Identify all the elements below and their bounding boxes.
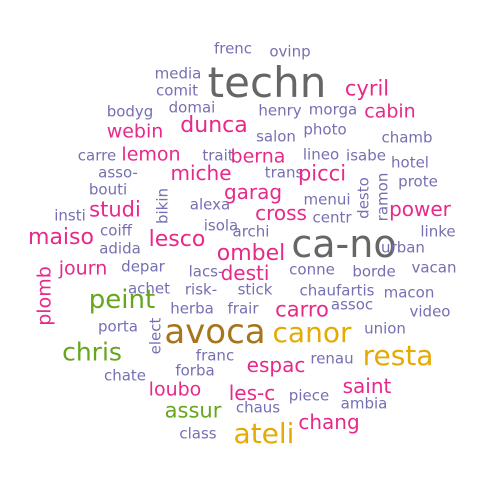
word-plomb: plomb	[33, 266, 56, 326]
word-lineo: lineo	[302, 145, 340, 164]
word-frenc: frenc	[213, 39, 253, 58]
word-bikin: bikin	[153, 187, 172, 225]
word-conne: conne	[289, 260, 335, 279]
word-ovinp: ovinp	[269, 42, 311, 61]
word-stick: stick	[237, 280, 273, 299]
word-salon: salon	[256, 127, 296, 146]
word-video: video	[409, 302, 451, 321]
word-elect: elect	[146, 317, 165, 355]
word-piece: piece	[288, 386, 330, 405]
word-asso: asso-	[98, 163, 138, 182]
word-prote: prote	[398, 172, 438, 191]
word-lesco: lesco	[148, 227, 206, 252]
word-class: class	[179, 424, 217, 443]
word-assoc: assoc	[330, 295, 374, 314]
word-chaufartis: chaufartis	[299, 281, 375, 300]
word-espac: espac	[246, 353, 306, 377]
word-techn: techn	[207, 58, 327, 107]
word-ca-no: ca-no	[291, 222, 397, 266]
word-chang: chang	[298, 410, 360, 434]
word-urban: urban	[381, 238, 425, 257]
word-ambia: ambia	[340, 394, 388, 413]
word-desti: desti	[220, 261, 270, 285]
word-power: power	[389, 197, 451, 221]
word-chamb: chamb	[381, 128, 433, 147]
word-forba: forba	[175, 361, 215, 380]
word-ombel: ombel	[216, 241, 286, 266]
word-henry: henry	[258, 101, 302, 120]
word-domai: domai	[168, 98, 216, 117]
word-union: union	[364, 319, 406, 338]
word-les-c: les-c	[228, 381, 276, 405]
word-herba: herba	[170, 299, 214, 318]
word-ateli: ateli	[233, 417, 295, 450]
word-morga: morga	[308, 100, 358, 119]
word-menui: menui	[303, 190, 351, 209]
word-centr: centr	[312, 208, 352, 227]
word-canor: canor	[272, 316, 352, 349]
word-photo: photo	[303, 120, 347, 139]
word-frair: frair	[227, 299, 259, 318]
word-berna: berna	[230, 145, 286, 168]
word-comit: comit	[155, 81, 199, 100]
word-macon: macon	[383, 283, 435, 302]
word-franc: franc	[195, 346, 235, 365]
word-trans: trans	[264, 163, 304, 182]
word-trait: trait	[202, 146, 234, 165]
word-isabe: isabe	[346, 146, 386, 165]
word-loubo: loubo	[148, 378, 202, 401]
word-resta: resta	[362, 339, 434, 372]
word-linke: linke	[420, 222, 456, 241]
word-porta: porta	[98, 317, 138, 336]
word-studi: studi	[89, 197, 141, 222]
word-carre: carre	[77, 146, 117, 165]
word-alexa: alexa	[189, 195, 231, 214]
word-webin: webin	[106, 120, 164, 143]
word-isola: isola	[203, 216, 239, 235]
word-cross: cross	[255, 201, 307, 225]
word-borde: borde	[352, 262, 396, 281]
word-lacs: lacs-	[188, 262, 224, 281]
word-assur: assur	[164, 398, 222, 423]
word-saint: saint	[342, 374, 392, 398]
word-carro: carro	[275, 297, 329, 322]
word-peint: peint	[88, 285, 156, 315]
word-depar: depar	[121, 257, 165, 276]
word-achet: achet	[127, 279, 171, 298]
word-vacan: vacan	[411, 258, 457, 277]
word-risk: risk-	[184, 280, 218, 299]
word-miche: miche	[170, 161, 232, 185]
word-hotel: hotel	[391, 153, 429, 172]
word-dunca: dunca	[180, 113, 248, 138]
word-adida: adida	[99, 239, 141, 258]
word-media: media	[154, 64, 202, 83]
word-coiff: coiff	[100, 221, 132, 240]
word-cabin: cabin	[364, 100, 416, 123]
word-renau: renau	[310, 349, 354, 368]
word-garag: garag	[223, 180, 283, 204]
word-desto: desto	[354, 177, 373, 219]
word-chate: chate	[103, 366, 147, 385]
word-journ: journ	[58, 257, 108, 280]
word-chaus: chaus	[235, 398, 281, 417]
word-avoca: avoca	[164, 312, 266, 352]
word-lemon: lemon	[121, 143, 181, 166]
word-picci: picci	[297, 161, 347, 186]
word-archi: archi	[232, 222, 270, 241]
word-bouti: bouti	[88, 180, 128, 199]
word-cyril: cyril	[344, 76, 390, 101]
word-insti: insti	[54, 206, 86, 225]
word-bodyg: bodyg	[106, 102, 154, 121]
word-chris: chris	[62, 337, 122, 367]
word-maiso: maiso	[28, 225, 94, 250]
